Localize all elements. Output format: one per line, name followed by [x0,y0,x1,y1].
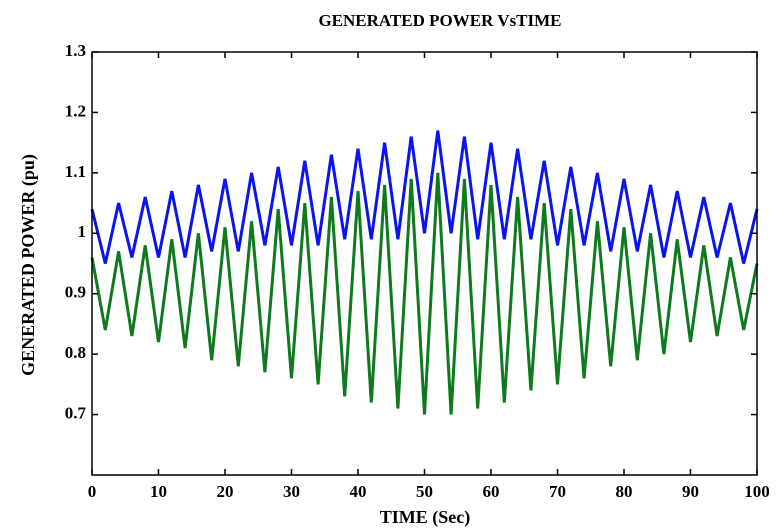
series-line [90,172,759,415]
x-tick-label: 100 [744,482,770,501]
y-tick-label: 0.7 [65,403,87,422]
x-tick-label: 20 [217,482,234,501]
y-axis-label: GENERATED POWER (pu) [18,154,39,376]
series-line [90,130,759,264]
x-tick-label: 90 [682,482,699,501]
x-tick-label: 40 [350,482,367,501]
x-tick-label: 30 [283,482,300,501]
y-tick-label: 1.1 [65,162,86,181]
chart-title: GENERATED POWER VsTIME [318,11,561,30]
x-tick-label: 80 [616,482,633,501]
y-tick-label: 1 [78,222,87,241]
x-axis-label: TIME (Sec) [380,507,470,528]
x-tick-label: 50 [416,482,433,501]
x-tick-label: 70 [549,482,566,501]
y-tick-label: 1.3 [65,41,86,60]
y-tick-label: 0.8 [65,343,86,362]
y-tick-label: 1.2 [65,101,86,120]
y-tick-label: 0.9 [65,283,86,302]
x-tick-label: 0 [88,482,97,501]
x-tick-label: 60 [483,482,500,501]
x-tick-label: 10 [150,482,167,501]
